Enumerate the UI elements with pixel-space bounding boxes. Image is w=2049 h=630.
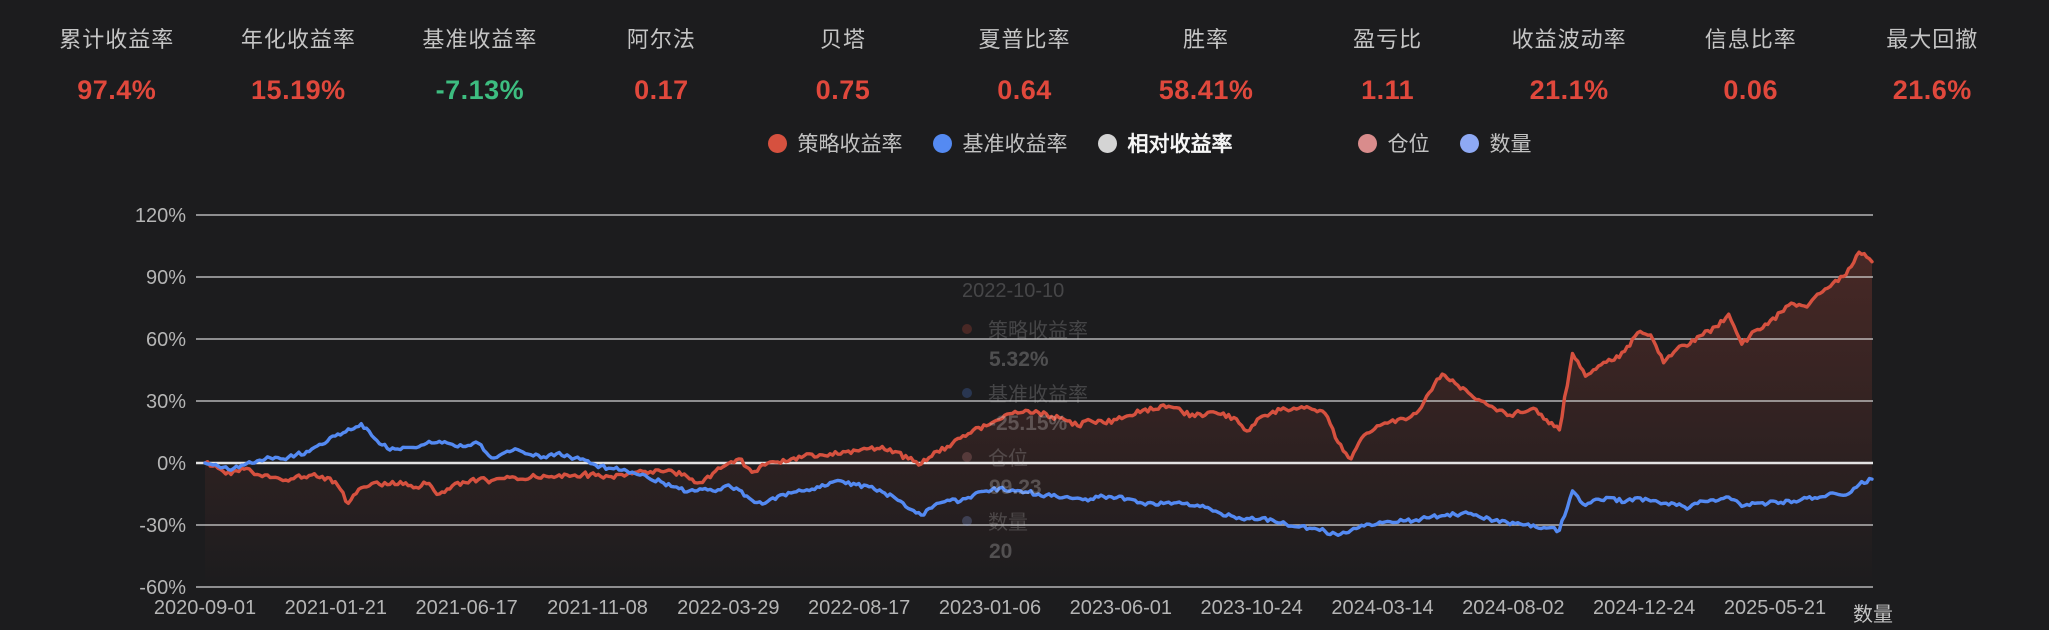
metric-value: 21.1% <box>1529 75 1609 105</box>
legend-dot-icon <box>767 133 787 153</box>
legend-dot-icon <box>1459 133 1479 153</box>
x-axis-tick-label: 2023-06-01 <box>1070 597 1172 619</box>
x-axis-tick-label: 2021-01-21 <box>285 597 387 619</box>
metric-value: -7.13% <box>435 75 525 105</box>
x-axis-tick-label: 2022-08-17 <box>808 597 910 619</box>
metric-label: 收益波动率 <box>1511 27 1627 52</box>
plot-area[interactable] <box>196 215 1873 587</box>
strategy-return-line <box>203 250 1874 505</box>
metric-value: 0.06 <box>1723 75 1778 105</box>
legend-item-0[interactable]: 策略收益率 <box>767 128 903 158</box>
x-axis-tick-label: 2020-09-01 <box>154 597 256 619</box>
legend-item-4[interactable]: 数量 <box>1459 128 1532 158</box>
metric-4: 贝塔 0.75 <box>752 22 934 106</box>
x-axis-tick-label: 2022-03-29 <box>677 597 779 619</box>
metric-6: 胜率 58.41% <box>1115 22 1297 106</box>
strategy-area-fill <box>205 252 1872 587</box>
y-axis-tick-label: -30% <box>139 515 186 537</box>
legend-label: 策略收益率 <box>797 133 903 156</box>
metric-3: 阿尔法 0.17 <box>571 22 753 106</box>
metric-value: 0.64 <box>997 75 1052 105</box>
metric-2: 基准收益率 -7.13% <box>389 22 571 106</box>
metric-label: 夏普比率 <box>978 27 1071 52</box>
chart-legend: 策略收益率 基准收益率 相对收益率 仓位 数量 <box>0 128 2049 158</box>
metric-value: 21.6% <box>1892 75 1972 105</box>
metric-5: 夏普比率 0.64 <box>934 22 1116 106</box>
y-axis-tick-label: -60% <box>139 577 186 599</box>
x-axis-tick-label: 2024-08-02 <box>1462 597 1564 619</box>
metric-label: 基准收益率 <box>422 27 538 52</box>
metric-9: 信息比率 0.06 <box>1660 22 1842 106</box>
y-axis-tick-label: 30% <box>146 391 186 413</box>
x-axis-tick-label: 2021-11-08 <box>547 597 648 619</box>
metric-label: 年化收益率 <box>240 27 356 52</box>
legend-item-3[interactable]: 仓位 <box>1357 128 1430 158</box>
x-axis-tick-label: 2024-12-24 <box>1593 597 1695 619</box>
legend-item-1[interactable]: 基准收益率 <box>932 128 1068 158</box>
metric-value: 15.19% <box>251 75 346 105</box>
legend-label: 仓位 <box>1387 133 1430 156</box>
metric-label: 信息比率 <box>1704 27 1797 52</box>
metric-value: 58.41% <box>1158 75 1254 105</box>
metric-1: 年化收益率 15.19% <box>208 22 390 106</box>
legend-label: 基准收益率 <box>962 133 1068 156</box>
y-axis-tick-label: 90% <box>146 267 186 289</box>
metric-value: 97.4% <box>77 75 157 105</box>
metric-value: 0.17 <box>634 75 689 105</box>
y-axis-tick-label: 60% <box>146 329 186 351</box>
x-axis-tick-label: 2023-01-06 <box>939 597 1041 619</box>
x-axis-tick-label: 2025-05-21 <box>1724 597 1826 619</box>
metrics-bar: 累计收益率 97.4% 年化收益率 15.19% 基准收益率 -7.13% 阿尔法 0.17 贝… <box>26 22 2023 106</box>
metric-value: 1.11 <box>1361 75 1415 105</box>
legend-label: 相对收益率 <box>1127 133 1233 156</box>
metric-10: 最大回撤 21.6% <box>1841 22 2023 106</box>
metric-label: 盈亏比 <box>1353 27 1423 52</box>
x-axis-tick-label: 2021-06-17 <box>416 597 518 619</box>
metric-0: 累计收益率 97.4% <box>26 22 208 106</box>
metric-label: 胜率 <box>1183 27 1230 52</box>
y-axis-tick-label: 0% <box>157 453 186 475</box>
metric-label: 贝塔 <box>819 27 866 52</box>
metric-label: 累计收益率 <box>59 27 175 52</box>
metric-value: 0.75 <box>815 75 871 105</box>
metric-8: 收益波动率 21.1% <box>1478 22 1660 106</box>
legend-label: 数量 <box>1489 133 1532 156</box>
y-axis-tick-label: 120% <box>135 205 186 227</box>
x-axis-tick-label: 2024-03-14 <box>1331 597 1433 619</box>
legend-item-2[interactable]: 相对收益率 <box>1097 128 1233 158</box>
secondary-axis-label: 数量 <box>1853 604 1893 626</box>
metric-7: 盈亏比 1.11 <box>1297 22 1479 106</box>
metric-label: 阿尔法 <box>626 27 696 52</box>
metric-label: 最大回撤 <box>1886 27 1979 52</box>
x-axis-tick-label: 2023-10-24 <box>1201 597 1303 619</box>
legend-dot-icon <box>1097 133 1117 153</box>
legend-dot-icon <box>1357 133 1377 153</box>
benchmark-return-line <box>203 422 1874 537</box>
legend-dot-icon <box>932 133 952 153</box>
